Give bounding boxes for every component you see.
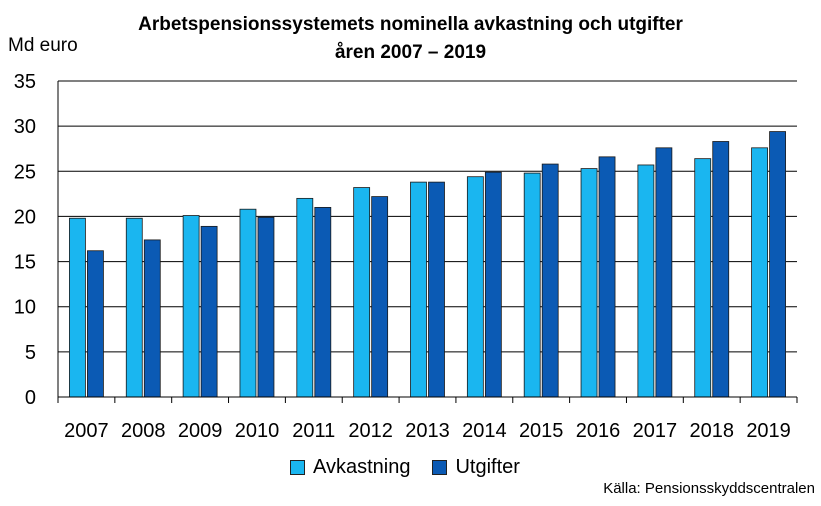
x-tick-label: 2011	[292, 420, 335, 442]
y-axis-unit-label: Md euro	[8, 35, 78, 56]
y-tick-label: 20	[14, 206, 36, 228]
x-tick-label: 2007	[64, 420, 109, 442]
x-tick-label: 2017	[633, 420, 678, 442]
y-tick-label: 10	[14, 297, 36, 319]
bar-utgifter-2015	[541, 163, 559, 398]
y-tick-label: 5	[25, 342, 36, 364]
y-tick-label: 0	[25, 387, 36, 409]
bar-avkastning-2011	[296, 197, 314, 398]
bar-avkastning-2007	[69, 217, 86, 398]
x-tick-label: 2012	[348, 420, 393, 442]
x-tick-label: 2016	[576, 420, 621, 442]
legend-item-avkastning: Avkastning	[290, 456, 410, 479]
legend-swatch-avkastning	[290, 460, 305, 475]
x-tick-label: 2018	[689, 420, 734, 442]
y-tick-label: 30	[14, 116, 36, 138]
bar-utgifter-2011	[314, 206, 332, 398]
legend: Avkastning Utgifter	[290, 456, 542, 479]
bar-utgifter-2012	[371, 196, 389, 398]
y-tick-label: 25	[14, 161, 36, 183]
bar-utgifter-2014	[484, 171, 502, 398]
legend-item-utgifter: Utgifter	[432, 456, 520, 479]
chart-subtitle: åren 2007 – 2019	[334, 42, 487, 63]
x-tick-label: 2015	[519, 420, 564, 442]
bar-avkastning-2012	[353, 187, 371, 398]
bar-avkastning-2019	[751, 147, 768, 398]
x-tick-label: 2009	[178, 420, 223, 442]
legend-swatch-utgifter	[432, 460, 448, 475]
y-tick-label: 15	[14, 252, 36, 274]
bar-utgifter-2016	[598, 156, 616, 398]
legend-label-utgifter: Utgifter	[455, 456, 520, 478]
bar-utgifter-2017	[655, 147, 673, 398]
bar-utgifter-2019	[769, 131, 786, 398]
bar-avkastning-2015	[523, 172, 541, 398]
x-tick-label: 2010	[235, 420, 280, 442]
bar-avkastning-2018	[694, 158, 712, 398]
bar-utgifter-2018	[712, 141, 730, 398]
bar-utgifter-2007	[87, 250, 104, 398]
legend-label-avkastning: Avkastning	[313, 456, 411, 478]
bar-avkastning-2016	[580, 168, 598, 398]
x-tick-label: 2008	[121, 420, 166, 442]
bar-avkastning-2008	[125, 217, 143, 398]
chart-title: Arbetspensionssystemets nominella avkast…	[138, 14, 683, 35]
bar-utgifter-2010	[257, 216, 275, 398]
x-tick-label: 2013	[405, 420, 450, 442]
bar-utgifter-2013	[428, 181, 445, 398]
bar-utgifter-2009	[200, 225, 218, 398]
bar-avkastning-2013	[410, 181, 427, 398]
source-note: Källa: Pensionsskyddscentralen	[603, 480, 815, 497]
bar-avkastning-2009	[182, 215, 200, 398]
bar-avkastning-2014	[466, 176, 484, 398]
bar-utgifter-2008	[143, 239, 161, 398]
y-tick-label: 35	[14, 71, 36, 93]
bar-avkastning-2010	[239, 208, 257, 398]
x-tick-label: 2014	[462, 420, 507, 442]
bar-avkastning-2017	[637, 164, 655, 398]
x-tick-label: 2019	[746, 420, 791, 442]
